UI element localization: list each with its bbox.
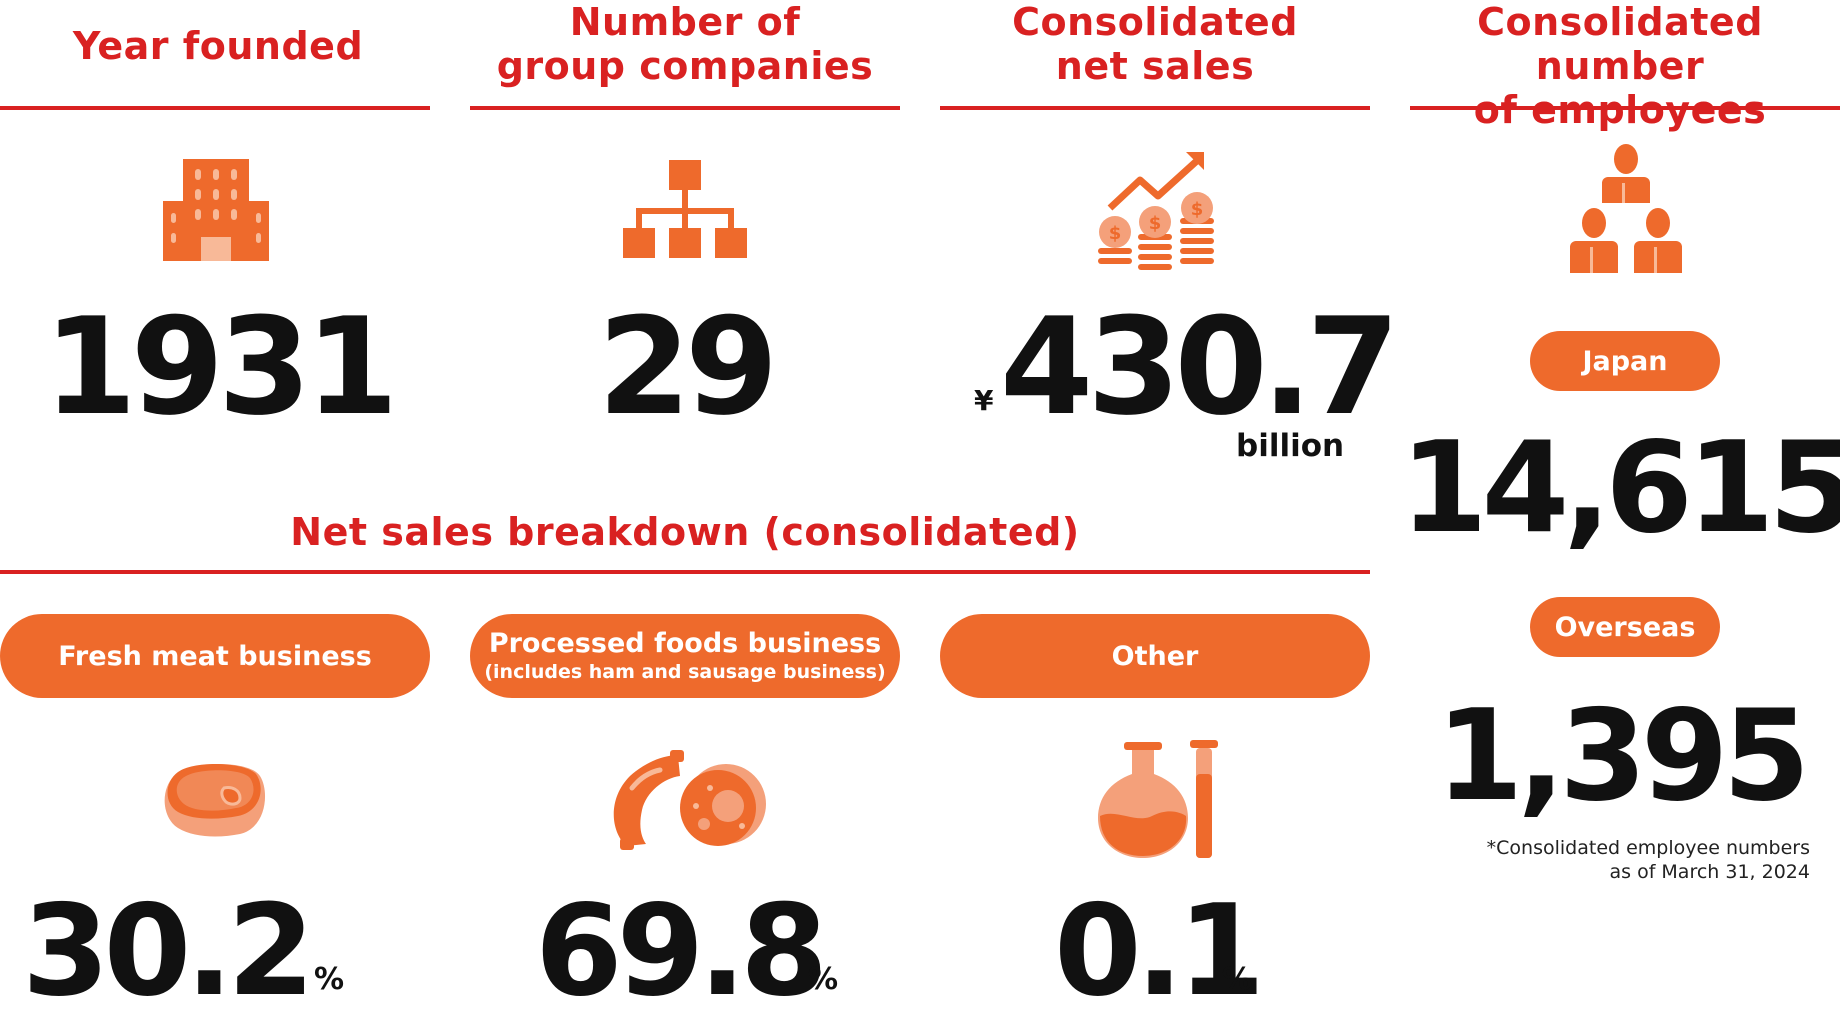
year-founded-heading: Year founded (72, 24, 364, 68)
fresh-meat-label: Fresh meat business (58, 640, 372, 672)
processed-foods-sublabel: (includes ham and sausage business) (484, 661, 886, 683)
processed-foods-label: Processed foods business (488, 628, 882, 659)
japan-employees-value: 14,615 (1400, 414, 1840, 561)
net-sales-heading-line1: Consolidated (1012, 0, 1298, 44)
other-label: Other (1111, 640, 1199, 672)
group-companies-value: 29 (597, 289, 778, 445)
japan-pill: Japan (1530, 331, 1720, 391)
other-value: 0.1 (1054, 877, 1265, 1024)
net-sales-heading: Consolidated net sales (940, 0, 1370, 88)
other-pill: Other (940, 614, 1370, 698)
employees-note: *Consolidated employee numbers as of Mar… (1420, 836, 1810, 884)
overseas-employees-value: 1,395 (1435, 682, 1811, 829)
fresh-meat-unit: % (314, 962, 345, 997)
people-group-icon (1570, 144, 1682, 273)
employees-heading-line2: of employees (1473, 88, 1767, 132)
year-founded-rule (0, 106, 430, 110)
employees-note-line1: *Consolidated employee numbers (1486, 837, 1810, 859)
meat-steak-icon (164, 763, 266, 837)
flask-test-tube-icon (1098, 740, 1218, 858)
svg-text:$: $ (1191, 199, 1204, 220)
growth-coins-icon: $ $ $ (1098, 152, 1214, 270)
group-companies-heading: Number of group companies (470, 0, 900, 88)
breakdown-title: Net sales breakdown (consolidated) (290, 510, 1080, 554)
svg-text:$: $ (1109, 223, 1122, 244)
employees-note-line2: as of March 31, 2024 (1609, 861, 1810, 883)
group-companies-heading-line1: Number of (569, 0, 801, 44)
processed-foods-value: 69.8 (535, 877, 828, 1024)
net-sales-unit: billion (1236, 428, 1345, 464)
year-founded-value: 1931 (43, 289, 399, 445)
net-sales-rule (940, 106, 1370, 110)
japan-label: Japan (1582, 345, 1668, 377)
group-companies-heading-line2: group companies (496, 44, 874, 88)
fresh-meat-pill: Fresh meat business (0, 614, 430, 698)
processed-foods-unit: % (808, 962, 839, 997)
overseas-pill: Overseas (1530, 597, 1720, 657)
employees-rule (1410, 106, 1840, 110)
processed-foods-pill: Processed foods business (includes ham a… (470, 614, 900, 698)
fresh-meat-value: 30.2 (22, 877, 315, 1024)
building-icon (163, 159, 269, 261)
svg-text:$: $ (1149, 213, 1162, 234)
other-unit: % (1222, 962, 1253, 997)
group-companies-rule (470, 106, 900, 110)
net-sales-heading-line2: net sales (1055, 44, 1255, 88)
employees-heading: Consolidated number of employees (1400, 0, 1840, 132)
breakdown-rule (0, 570, 1370, 574)
org-chart-icon (623, 160, 747, 258)
sausage-ham-icon (613, 750, 766, 850)
net-sales-currency: ¥ (974, 384, 994, 417)
overseas-label: Overseas (1554, 611, 1696, 643)
employees-heading-line1: Consolidated number (1477, 0, 1763, 88)
net-sales-value: 430.7 (1000, 289, 1400, 445)
